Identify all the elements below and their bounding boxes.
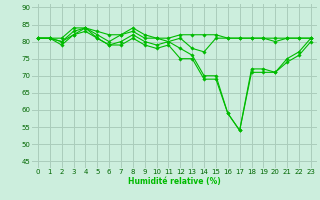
X-axis label: Humidité relative (%): Humidité relative (%)	[128, 177, 221, 186]
